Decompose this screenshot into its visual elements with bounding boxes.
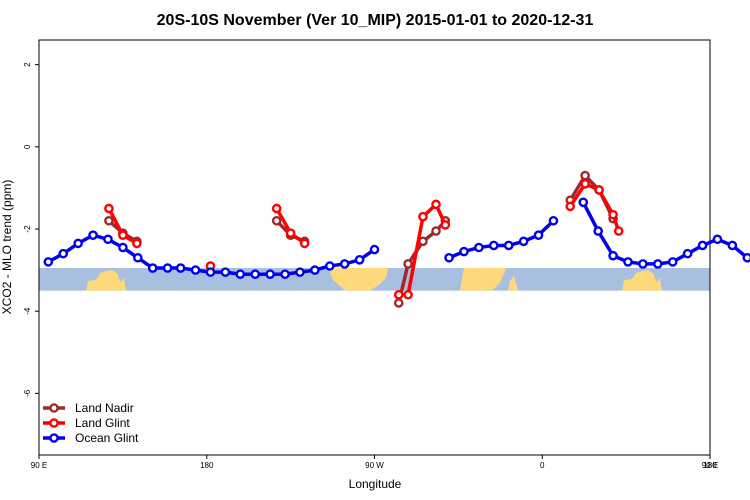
data-point bbox=[393, 289, 404, 300]
series-line bbox=[581, 201, 750, 266]
x-tick-label: 0 bbox=[540, 461, 545, 470]
data-point bbox=[682, 248, 693, 259]
data-point bbox=[103, 234, 113, 245]
data-point bbox=[369, 244, 380, 255]
data-point bbox=[518, 236, 529, 247]
x-tick-label: 90 W bbox=[365, 461, 384, 470]
chart-title: 20S-10S November (Ver 10_MIP) 2015-01-01… bbox=[157, 12, 594, 29]
y-tick-label: -4 bbox=[23, 307, 32, 315]
data-point bbox=[175, 263, 186, 273]
background-map-band bbox=[39, 268, 710, 291]
data-point bbox=[271, 215, 282, 226]
data-point bbox=[118, 242, 128, 253]
data-point bbox=[431, 226, 441, 236]
data-point bbox=[162, 263, 173, 273]
data-point bbox=[324, 261, 335, 271]
y-tick-label: 0 bbox=[23, 144, 32, 149]
data-point bbox=[444, 252, 454, 263]
data-point bbox=[190, 265, 201, 275]
data-point bbox=[608, 250, 618, 261]
y-tick-label: -2 bbox=[23, 225, 32, 233]
data-point bbox=[285, 228, 296, 238]
data-point bbox=[653, 259, 663, 269]
data-point bbox=[104, 215, 114, 226]
data-point bbox=[393, 298, 404, 308]
x-tick-label: 180 bbox=[200, 461, 214, 470]
data-point bbox=[565, 201, 576, 212]
y-axis-label: XCO2 - MLO trend (ppm) bbox=[0, 180, 14, 315]
data-point bbox=[608, 209, 618, 220]
data-point bbox=[265, 269, 275, 280]
x-axis-label: Longitude bbox=[349, 477, 402, 491]
legend-label: Ocean Glint bbox=[75, 431, 139, 445]
data-point bbox=[697, 240, 708, 251]
data-point bbox=[580, 179, 590, 189]
data-point bbox=[43, 257, 54, 267]
series-ocean-glint bbox=[43, 197, 750, 280]
data-point bbox=[474, 242, 484, 253]
data-point bbox=[594, 185, 604, 195]
data-point bbox=[403, 289, 413, 300]
data-point bbox=[118, 230, 128, 240]
data-point bbox=[440, 220, 451, 230]
data-point bbox=[548, 215, 559, 226]
data-point bbox=[667, 257, 678, 267]
data-point bbox=[431, 199, 441, 210]
legend-label: Land Nadir bbox=[75, 401, 134, 415]
legend-swatch-point bbox=[49, 418, 59, 428]
data-point bbox=[503, 240, 514, 251]
data-point bbox=[580, 170, 590, 181]
data-point bbox=[250, 269, 261, 280]
land-mass bbox=[86, 270, 126, 291]
data-point bbox=[742, 252, 750, 263]
series-land-glint bbox=[104, 179, 624, 300]
data-point bbox=[220, 267, 231, 277]
y-tick-label: -6 bbox=[23, 389, 32, 397]
data-point bbox=[88, 230, 98, 240]
land-mass bbox=[622, 270, 662, 291]
data-point bbox=[418, 211, 428, 222]
data-point bbox=[533, 230, 544, 240]
data-point bbox=[147, 263, 158, 273]
data-point bbox=[727, 240, 738, 251]
data-point bbox=[271, 203, 282, 214]
data-point bbox=[339, 259, 350, 269]
series-layer bbox=[43, 170, 750, 308]
land-mass bbox=[460, 268, 506, 291]
data-point bbox=[488, 240, 499, 251]
y-tick-label: 2 bbox=[23, 62, 32, 67]
data-point bbox=[58, 248, 69, 259]
data-point bbox=[132, 252, 143, 263]
data-point bbox=[205, 267, 216, 277]
y-axis: 2 0 -2 -4 -6 bbox=[23, 62, 39, 397]
data-point bbox=[613, 226, 624, 236]
data-point bbox=[104, 203, 114, 214]
data-point bbox=[295, 267, 305, 277]
legend-swatch-point bbox=[49, 433, 59, 443]
x-tick-label: 180 bbox=[703, 461, 717, 470]
data-point bbox=[354, 255, 365, 265]
land-mass bbox=[328, 268, 388, 291]
data-point bbox=[73, 238, 83, 249]
land-mass bbox=[508, 276, 518, 291]
x-tick-label: 90 E bbox=[31, 461, 47, 470]
data-point bbox=[623, 257, 633, 267]
x-tick-label: 90 E bbox=[702, 461, 718, 470]
data-point bbox=[235, 269, 246, 280]
data-point bbox=[280, 269, 290, 280]
data-point bbox=[132, 238, 142, 249]
data-point bbox=[310, 265, 320, 275]
data-point bbox=[578, 197, 589, 208]
data-point bbox=[593, 226, 603, 236]
data-point bbox=[712, 234, 723, 245]
legend-label: Land Glint bbox=[75, 416, 130, 430]
data-point bbox=[638, 259, 648, 269]
data-point bbox=[403, 259, 413, 269]
legend-swatch-point bbox=[49, 403, 59, 413]
data-point bbox=[459, 246, 469, 257]
data-point bbox=[299, 238, 310, 249]
